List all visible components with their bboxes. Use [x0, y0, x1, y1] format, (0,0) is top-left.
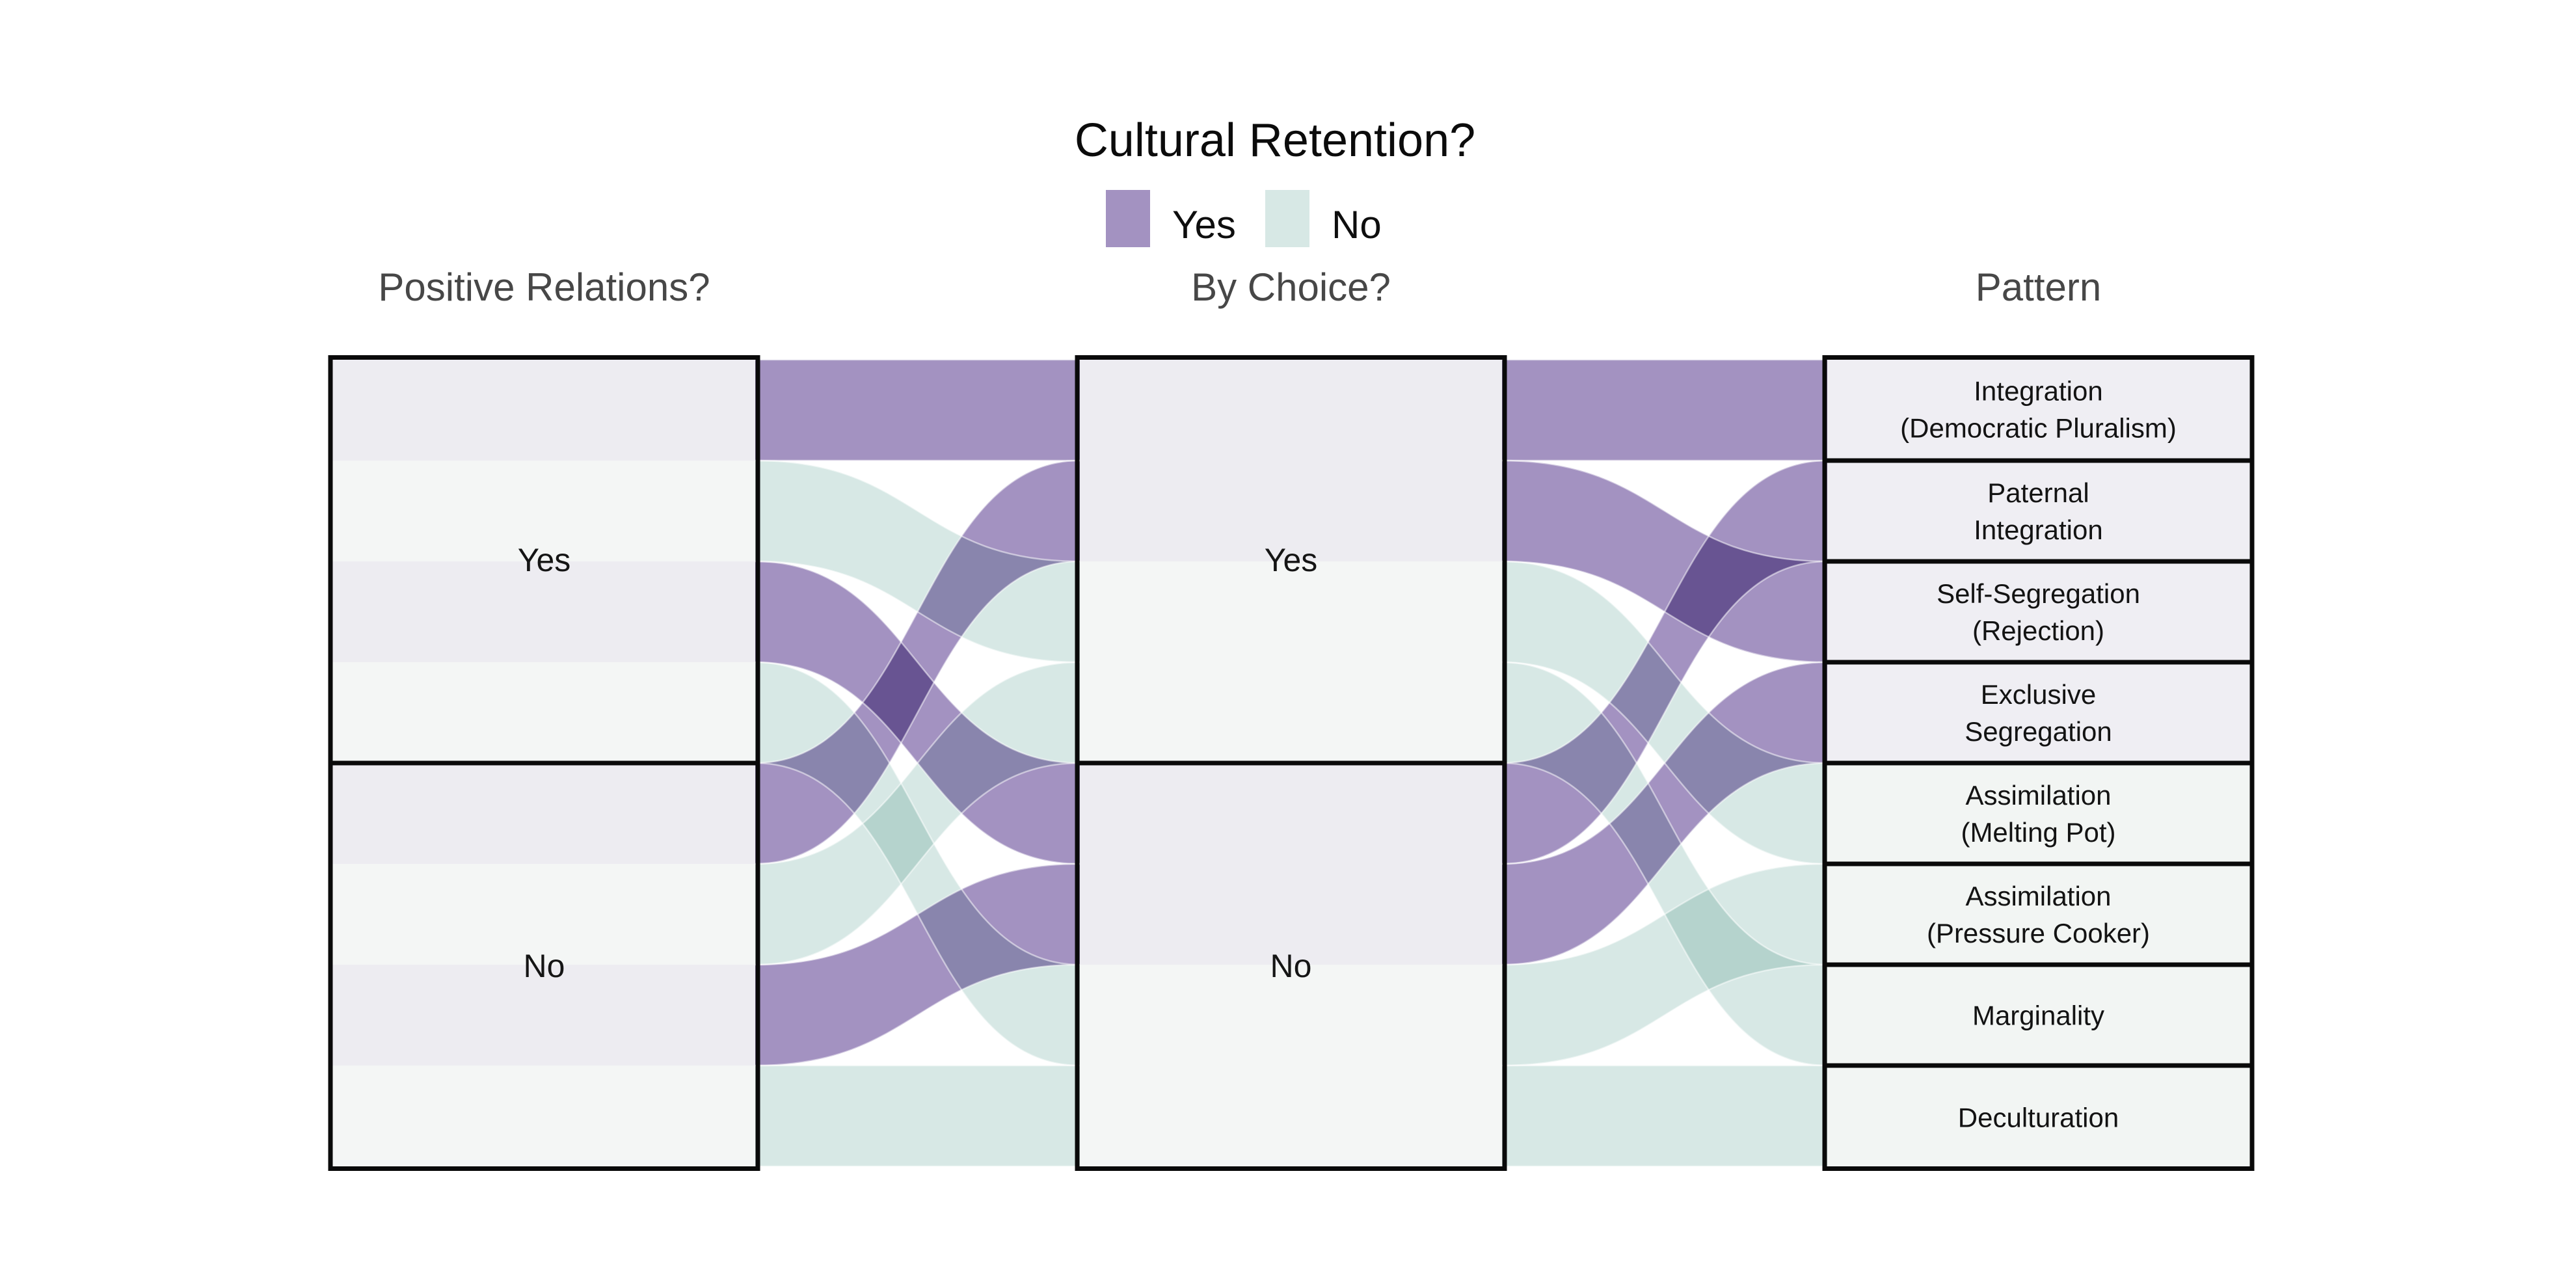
pattern-box-fill-3: [1825, 561, 2252, 662]
axis1-stripe-1: [330, 360, 758, 461]
node-label-by-choice-yes: Yes: [1265, 542, 1318, 578]
axis-node-labels: Yes No Yes No: [518, 542, 1318, 984]
flow-5-segment-1-top-edge: [755, 459, 1080, 563]
axis2-stripe-8: [1077, 1066, 1505, 1166]
node-borders: [328, 355, 2255, 1171]
legend-swatch-yes: [1106, 190, 1150, 247]
flow-7-segment-1-bottom-edge: [755, 762, 1080, 966]
flow-3-segment-2-top-edge: [1501, 459, 1828, 563]
pattern-box-border-8: [1822, 1063, 2255, 1171]
flow-7-segment-1-top-edge: [755, 661, 1080, 865]
node-label-positive-relations-yes: Yes: [518, 542, 571, 578]
flow-8-segment-1: [755, 1066, 1080, 1166]
axis1-stripe-3: [330, 561, 758, 662]
pattern-box-fill-6: [1825, 864, 2252, 965]
axis2-stripe-4: [1077, 662, 1505, 763]
flow-5-segment-2-top-edge: [1501, 560, 1828, 764]
pattern-box-fill-2: [1825, 461, 2252, 561]
flow-5-segment-2-bottom-edge: [1501, 661, 1828, 865]
flow-1-segment-2: [1502, 360, 1827, 461]
flow-3-segment-1-bottom-edge: [755, 560, 1080, 865]
legend-label-yes: Yes: [1172, 203, 1236, 247]
axis2-stripe-6: [1077, 864, 1505, 965]
flow-5-segment-1: [755, 461, 1080, 662]
pattern-label-4: Exclusive Segregation: [1965, 679, 2112, 747]
pattern-label-5: Assimilation (Melting Pot): [1961, 780, 2115, 848]
axis2-stripe-3: [1077, 561, 1505, 662]
axis2-no-box-border: [1075, 760, 1507, 1171]
flow-2-segment-1-top-edge: [755, 560, 1080, 764]
axis1-stripe-6: [330, 864, 758, 965]
flow-4-segment-2-bottom-edge: [1501, 762, 1828, 966]
flow-6-segment-1-bottom-edge: [755, 762, 1080, 1067]
pattern-box-fill-1: [1825, 357, 2252, 461]
flow-7-segment-2-bottom-edge: [1501, 762, 1828, 1067]
flow-4-segment-1-bottom-edge: [755, 963, 1080, 1067]
axis2-stripe-1: [1077, 360, 1505, 461]
pattern-label-2: Paternal Integration: [1974, 477, 2102, 545]
pattern-box-fill-8: [1825, 1066, 2252, 1169]
axis1-no-box-border: [328, 760, 760, 1171]
axis-header-positive-relations: Positive Relations?: [378, 265, 710, 309]
pattern-label-7: Marginality: [1972, 1000, 2104, 1031]
ribbon-edges: [755, 358, 1828, 1168]
flow-5-segment-1-bottom-edge: [755, 560, 1080, 664]
axis1-stripe-4: [330, 662, 758, 763]
legend-swatch-no: [1265, 190, 1309, 247]
pattern-box-fill-5: [1825, 763, 2252, 864]
legend-label-no: No: [1332, 203, 1382, 247]
axis1-stripe-7: [330, 965, 758, 1066]
chart-title: Cultural Retention?: [1075, 114, 1475, 167]
node-label-positive-relations-no: No: [524, 948, 565, 984]
axis1-stripe-5: [330, 763, 758, 864]
pattern-labels: Integration (Democratic Pluralism) Paterna…: [1900, 375, 2177, 1133]
axis2-stripe-5: [1077, 763, 1505, 864]
pattern-box-fill-7: [1825, 965, 2252, 1066]
flow-2-segment-2-bottom-edge: [1501, 560, 1828, 865]
flow-1-segment-1: [755, 360, 1080, 461]
flow-3-segment-2: [1502, 461, 1827, 662]
axis2-stripe-2: [1077, 461, 1505, 561]
axis-header-by-choice: By Choice?: [1191, 265, 1391, 309]
pattern-label-8: Deculturation: [1958, 1102, 2119, 1133]
pattern-box-fill-4: [1825, 662, 2252, 763]
axis1-stripe-8: [330, 1066, 758, 1166]
node-label-by-choice-no: No: [1270, 948, 1312, 984]
pattern-label-1: Integration (Democratic Pluralism): [1900, 375, 2177, 443]
pattern-label-3: Self-Segregation (Rejection): [1937, 578, 2140, 646]
axis-headers: Positive Relations? By Choice? Pattern: [378, 265, 2101, 309]
legend: Cultural Retention? Yes No: [1075, 114, 1475, 247]
flow-6-segment-1-top-edge: [755, 661, 1080, 966]
flow-7-segment-2-top-edge: [1501, 661, 1828, 966]
flow-3-segment-2-bottom-edge: [1501, 560, 1828, 664]
node-fills: [330, 357, 2252, 1169]
axis-header-pattern: Pattern: [1976, 265, 2101, 309]
axis2-stripe-7: [1077, 965, 1505, 1066]
pattern-label-6: Assimilation (Pressure Cooker): [1927, 881, 2150, 948]
axis1-stripe-2: [330, 461, 758, 561]
flow-6-segment-2-bottom-edge: [1501, 963, 1828, 1067]
flow-8-segment-2: [1502, 1066, 1827, 1166]
flow-4-segment-1: [755, 864, 1080, 1066]
flow-6-segment-2: [1502, 864, 1827, 1066]
